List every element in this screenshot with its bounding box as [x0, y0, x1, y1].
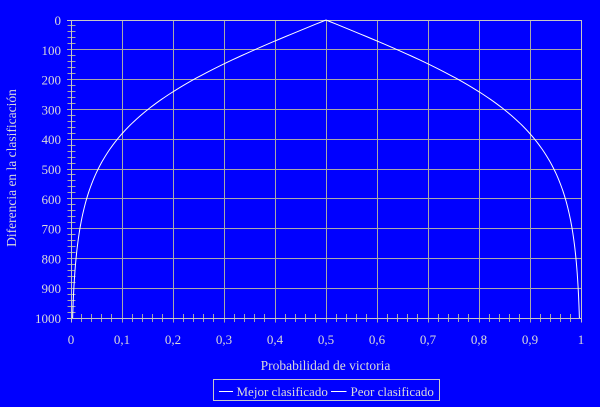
- svg-text:0,7: 0,7: [420, 332, 437, 347]
- svg-text:1000: 1000: [35, 311, 61, 326]
- svg-text:0,2: 0,2: [165, 332, 181, 347]
- svg-text:900: 900: [42, 281, 62, 296]
- svg-text:Peor clasificado: Peor clasificado: [351, 384, 434, 399]
- svg-text:Mejor clasificado: Mejor clasificado: [237, 384, 328, 399]
- svg-text:0,8: 0,8: [471, 332, 487, 347]
- svg-text:1: 1: [578, 332, 585, 347]
- svg-text:200: 200: [42, 73, 62, 88]
- svg-text:100: 100: [42, 43, 62, 58]
- svg-text:700: 700: [42, 222, 62, 237]
- svg-text:0,9: 0,9: [522, 332, 538, 347]
- svg-text:0,6: 0,6: [369, 332, 386, 347]
- svg-text:Probabilidad de victoria: Probabilidad de victoria: [261, 358, 391, 373]
- svg-text:Diferencia en la clasificación: Diferencia en la clasificación: [4, 89, 19, 247]
- svg-text:300: 300: [42, 102, 62, 117]
- svg-text:600: 600: [42, 192, 62, 207]
- svg-text:400: 400: [42, 132, 62, 147]
- svg-text:0: 0: [55, 13, 62, 28]
- svg-text:0,4: 0,4: [267, 332, 284, 347]
- svg-text:0: 0: [68, 332, 75, 347]
- svg-text:800: 800: [42, 251, 62, 266]
- svg-text:0,3: 0,3: [216, 332, 232, 347]
- svg-text:500: 500: [42, 162, 62, 177]
- svg-text:0,1: 0,1: [114, 332, 130, 347]
- svg-text:0,5: 0,5: [318, 332, 334, 347]
